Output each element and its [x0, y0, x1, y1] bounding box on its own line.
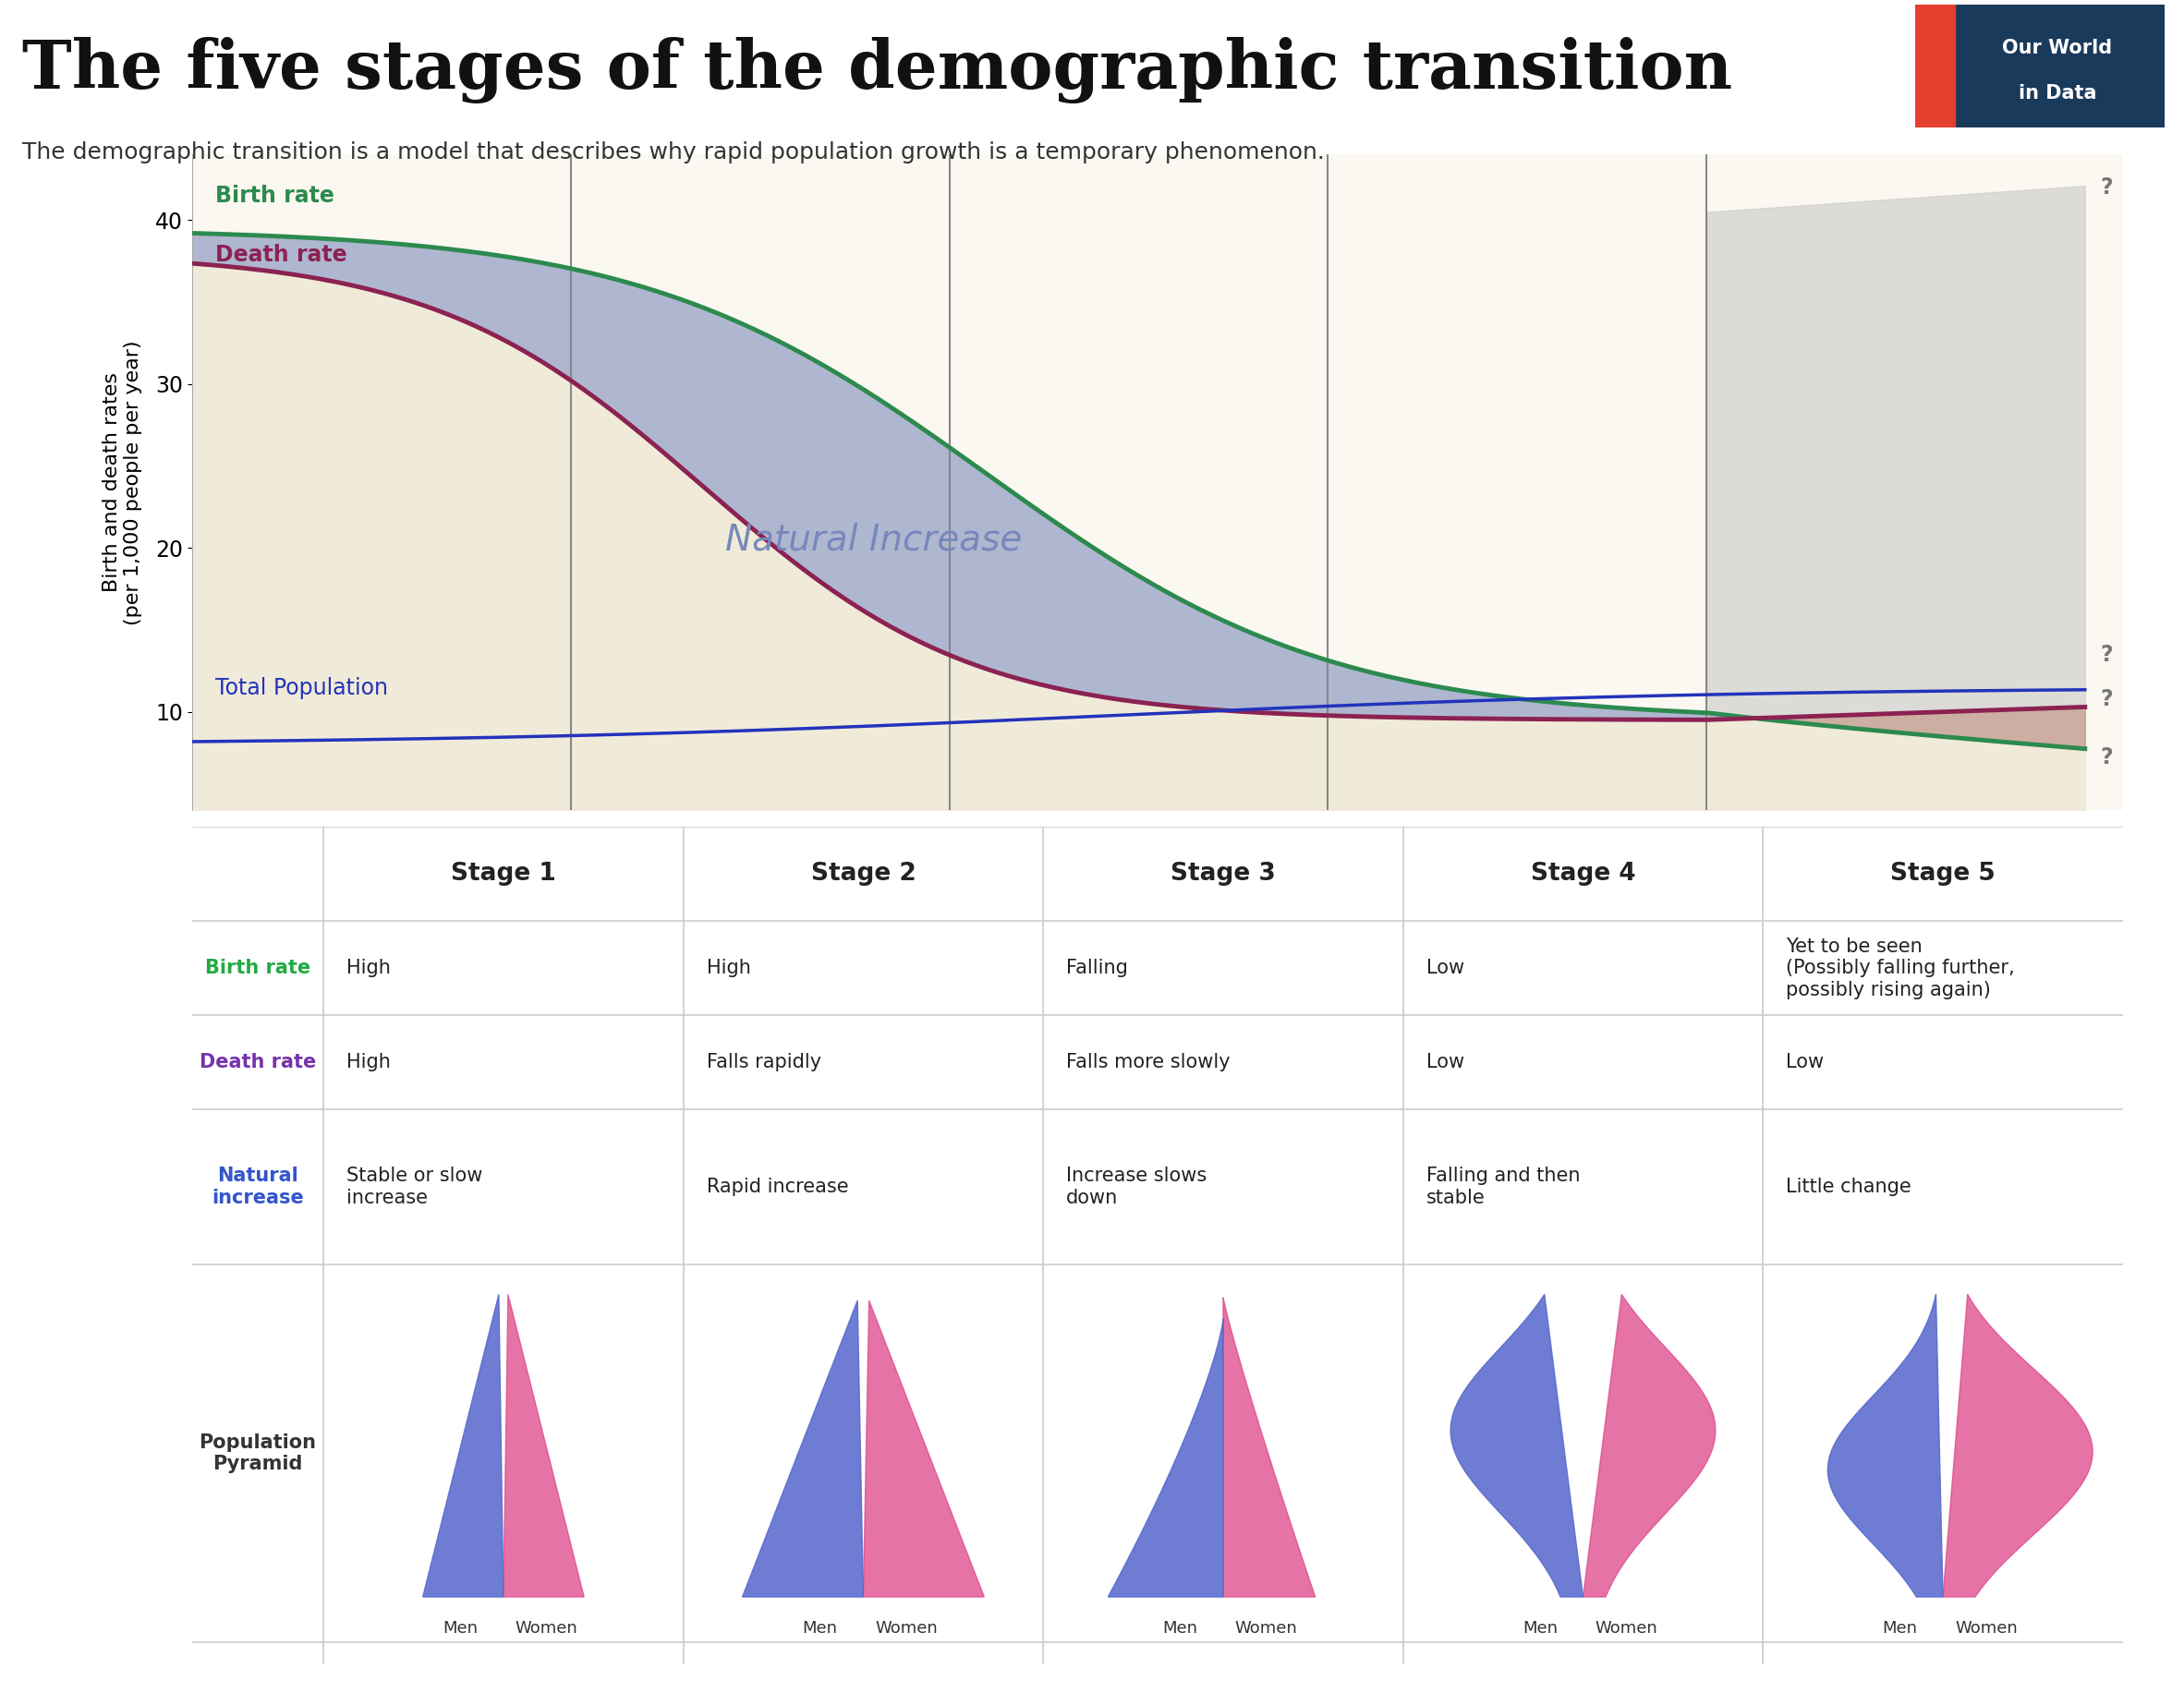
Text: Women: Women	[1955, 1619, 2018, 1636]
Text: Women: Women	[1234, 1619, 1297, 1636]
Y-axis label: Birth and death rates
(per 1,000 people per year): Birth and death rates (per 1,000 people …	[103, 340, 142, 625]
Text: Low: Low	[1426, 960, 1463, 977]
Text: Birth rate: Birth rate	[214, 185, 334, 207]
Text: The five stages of the demographic transition: The five stages of the demographic trans…	[22, 37, 1732, 104]
Text: Stage 3: Stage 3	[1171, 862, 1275, 886]
Text: ?: ?	[2101, 644, 2112, 666]
Text: Women: Women	[515, 1619, 579, 1636]
Text: The demographic transition is a model that describes why rapid population growth: The demographic transition is a model th…	[22, 141, 1324, 163]
Text: Men: Men	[1883, 1619, 1918, 1636]
Text: Stable or slow
increase: Stable or slow increase	[347, 1167, 483, 1207]
Text: Birth rate: Birth rate	[205, 960, 310, 977]
Text: ?: ?	[2101, 688, 2112, 709]
Text: Falls more slowly: Falls more slowly	[1066, 1054, 1230, 1071]
Polygon shape	[1223, 1298, 1315, 1597]
Text: Men: Men	[1162, 1619, 1197, 1636]
Text: Increase slows
down: Increase slows down	[1066, 1167, 1208, 1207]
Text: in Data: in Data	[2018, 84, 2097, 103]
Text: Falling: Falling	[1066, 960, 1129, 977]
Bar	[1915, 5, 1955, 128]
Text: Yet to be seen
(Possibly falling further,
possibly rising again): Yet to be seen (Possibly falling further…	[1787, 938, 2016, 999]
Text: Total Population: Total Population	[214, 677, 389, 699]
Text: Low: Low	[1426, 1054, 1463, 1071]
Text: Stage 5: Stage 5	[1891, 862, 1996, 886]
Text: ?: ?	[2101, 746, 2112, 768]
Text: ?: ?	[2101, 177, 2112, 198]
Text: Women: Women	[876, 1619, 937, 1636]
Text: Death rate: Death rate	[199, 1054, 317, 1071]
Polygon shape	[1450, 1294, 1583, 1597]
Polygon shape	[1583, 1294, 1714, 1597]
Polygon shape	[1107, 1318, 1223, 1597]
Text: Population
Pyramid: Population Pyramid	[199, 1434, 317, 1473]
Text: Rapid increase: Rapid increase	[705, 1178, 847, 1195]
Text: High: High	[347, 960, 391, 977]
Text: Stage 1: Stage 1	[450, 862, 557, 886]
Text: Men: Men	[443, 1619, 478, 1636]
Text: Our World: Our World	[2003, 39, 2112, 57]
Polygon shape	[424, 1294, 505, 1597]
Text: Natural
increase: Natural increase	[212, 1167, 304, 1207]
Text: Low: Low	[1787, 1054, 1824, 1071]
Text: Little change: Little change	[1787, 1178, 1911, 1195]
Text: High: High	[705, 960, 751, 977]
Polygon shape	[505, 1294, 583, 1597]
Text: Falls rapidly: Falls rapidly	[705, 1054, 821, 1071]
Polygon shape	[1828, 1294, 1944, 1597]
Text: Natural Increase: Natural Increase	[725, 523, 1022, 558]
Text: Stage 4: Stage 4	[1531, 862, 1636, 886]
Text: Men: Men	[1522, 1619, 1557, 1636]
Text: Stage 2: Stage 2	[810, 862, 915, 886]
Text: Men: Men	[802, 1619, 839, 1636]
Text: Women: Women	[1594, 1619, 1658, 1636]
Polygon shape	[1944, 1294, 2092, 1597]
Polygon shape	[743, 1301, 863, 1597]
Text: Falling and then
stable: Falling and then stable	[1426, 1167, 1579, 1207]
Text: Death rate: Death rate	[214, 244, 347, 266]
Polygon shape	[863, 1301, 985, 1597]
Text: High: High	[347, 1054, 391, 1071]
